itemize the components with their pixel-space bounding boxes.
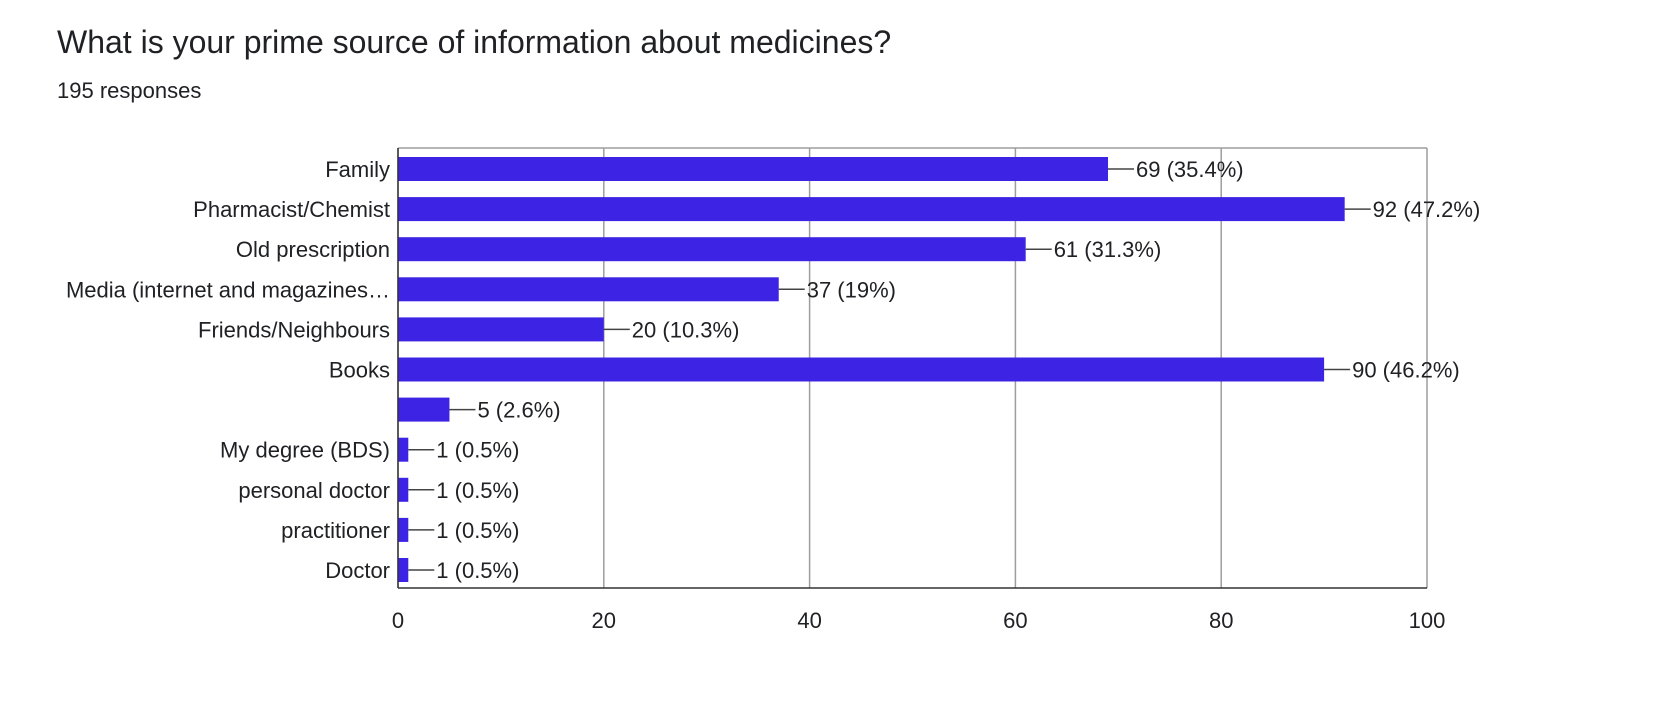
data-label: 37 (19%)	[807, 277, 896, 302]
category-label: Friends/Neighbours	[198, 317, 390, 342]
category-label: personal doctor	[238, 478, 390, 503]
bar	[398, 357, 1325, 382]
bar	[398, 197, 1345, 222]
category-label: Media (internet and magazines…	[66, 277, 390, 302]
x-tick-label: 80	[1209, 608, 1233, 633]
data-label: 92 (47.2%)	[1373, 197, 1481, 222]
bar	[398, 437, 409, 462]
data-label: 1 (0.5%)	[436, 558, 519, 583]
data-label: 1 (0.5%)	[436, 518, 519, 543]
x-tick-label: 60	[1003, 608, 1027, 633]
category-label: My degree (BDS)	[220, 438, 390, 463]
bar	[398, 317, 604, 342]
category-label: Family	[325, 157, 390, 182]
x-tick-label: 20	[592, 608, 616, 633]
data-label: 1 (0.5%)	[436, 478, 519, 503]
data-label: 69 (35.4%)	[1136, 157, 1244, 182]
bar	[398, 237, 1026, 262]
x-tick-label: 100	[1409, 608, 1446, 633]
data-label: 5 (2.6%)	[477, 398, 560, 423]
bar	[398, 277, 779, 302]
data-label: 20 (10.3%)	[632, 317, 740, 342]
response-count: 195 responses	[57, 78, 202, 103]
x-tick-label: 40	[797, 608, 821, 633]
category-label: Pharmacist/Chemist	[193, 197, 390, 222]
category-label: Books	[329, 358, 390, 383]
x-tick-label: 0	[392, 608, 404, 633]
bar	[398, 397, 450, 422]
category-label: Old prescription	[236, 237, 390, 262]
chart-title: What is your prime source of information…	[57, 24, 892, 60]
data-label: 90 (46.2%)	[1352, 358, 1460, 383]
bar	[398, 558, 409, 582]
category-label: practitioner	[281, 518, 390, 543]
bar	[398, 477, 409, 502]
bar	[398, 157, 1109, 181]
category-label: Doctor	[325, 558, 390, 583]
data-label: 1 (0.5%)	[436, 438, 519, 463]
bar	[398, 517, 409, 542]
data-label: 61 (31.3%)	[1054, 237, 1162, 262]
